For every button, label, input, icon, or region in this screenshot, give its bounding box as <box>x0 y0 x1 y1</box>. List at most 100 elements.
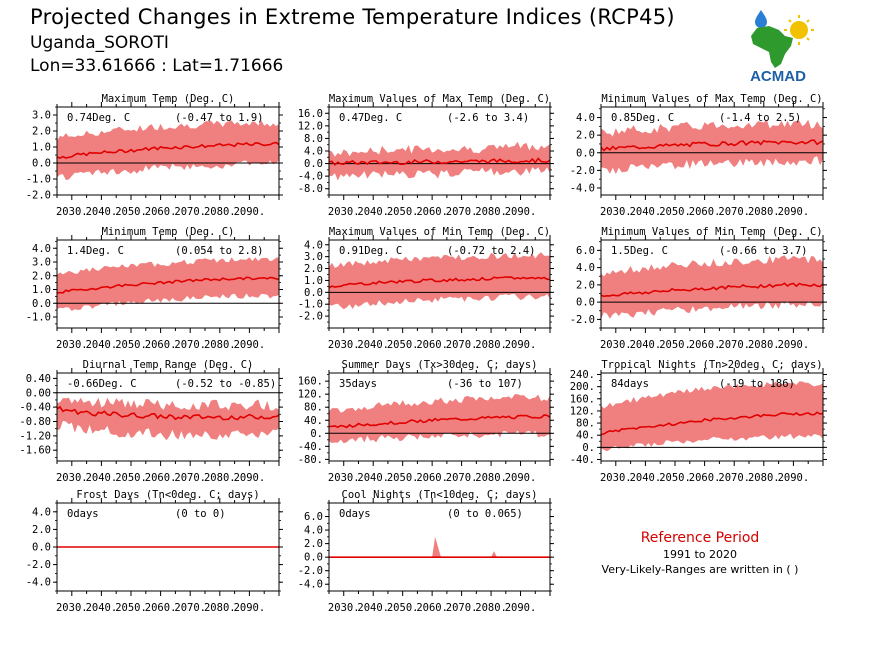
y-tick-label: -0.80 <box>19 416 51 428</box>
y-tick-label: -1.60 <box>19 445 51 457</box>
ensemble-mean-line <box>57 405 279 421</box>
y-tick-label: -4.0 <box>570 182 595 194</box>
chart-maximum-temp-deg-c: 3.0 2.0 1.0 0.0 -1.0 -2.0 2030.2040.2050.2060.… <box>26 93 283 218</box>
x-tick-label: 2050. <box>115 472 147 484</box>
africa-map-icon <box>751 26 793 68</box>
very-likely-range-band <box>601 381 823 452</box>
chart-title: Frost Days (Tn<0deg. C; days) <box>76 489 259 501</box>
chart-maximum-values-of-max-temp-deg-c: 16.012.08.04.00.0-4.0-8.0 2030.2040.2050.… <box>298 93 554 218</box>
y-tick-label: 4.0 <box>576 112 595 124</box>
chart-minimum-values-of-min-temp-deg-c: 6.0 4.0 2.0 0.0 -2.0 2030.2040.2050.2060.2070… <box>570 226 827 351</box>
very-likely-range-band <box>57 257 279 311</box>
raindrop-icon <box>755 10 767 28</box>
x-tick-label: 2070. <box>174 206 206 218</box>
x-tick-label: 2070. <box>174 472 206 484</box>
x-tick-label: 2070. <box>174 339 206 351</box>
station-coordinates: Lon=33.61666 : Lat=1.71666 <box>30 56 284 76</box>
chart-title: Maximum Values of Min Temp (Deg. C) <box>329 226 550 238</box>
y-tick-label: 12.0 <box>298 120 323 132</box>
x-tick-label: 2090. <box>234 602 266 614</box>
x-tick-label: 2060. <box>145 206 177 218</box>
y-tick-label: 2.0 <box>32 524 51 536</box>
y-tick-label: 80. <box>304 402 323 414</box>
x-tick-label: 2070. <box>718 206 750 218</box>
chart-frame <box>328 239 551 329</box>
y-tick-label: 3.0 <box>304 251 323 263</box>
x-tick-label: 2030. <box>328 602 360 614</box>
y-tick-label: -40. <box>298 441 323 453</box>
mean-change-label: 1.5Deg. C <box>611 245 668 257</box>
y-tick-label: -4.0 <box>26 577 51 589</box>
chart-minimum-temp-deg-c: 4.03.02.01.00.0-1.02030.2040.2050.2060.2… <box>26 226 283 351</box>
chart-title: Maximum Values of Max Temp (Deg. C) <box>329 93 550 105</box>
x-tick-label: 2060. <box>416 206 448 218</box>
very-likely-range-label: (0 to 0) <box>175 508 226 520</box>
chart-plot-area <box>601 255 823 320</box>
y-tick-label: 4.0 <box>32 243 51 255</box>
logo-text: ACMAD <box>750 68 806 84</box>
y-tick-label: -2.0 <box>26 559 51 571</box>
y-tick-label: 120. <box>298 389 323 401</box>
chart-plot-area <box>57 120 279 180</box>
x-tick-label: 2090. <box>778 339 810 351</box>
ensemble-mean-line <box>601 282 823 298</box>
x-tick-label: 2070. <box>718 339 750 351</box>
x-tick-label: 2090. <box>505 206 537 218</box>
y-tick-label: 80. <box>576 418 595 430</box>
chart-minimum-values-of-max-temp-deg-c: 4.0 2.0 0.0 -2.0 -4.0 2030.2040.2050.2060.207… <box>570 93 827 218</box>
x-tick-label: 2040. <box>630 206 662 218</box>
y-tick-label: 4.0 <box>304 239 323 251</box>
x-tick-label: 2090. <box>505 602 537 614</box>
reference-period-years: 1991 to 2020 <box>662 548 738 561</box>
chart-title: Summer Days (Tx>30deg. C; days) <box>342 359 538 371</box>
ensemble-mean-line <box>601 139 823 152</box>
y-tick-label: -2.0 <box>570 165 595 177</box>
y-tick-label: -4.0 <box>298 579 323 591</box>
y-tick-label: 1.0 <box>304 275 323 287</box>
ensemble-mean-line <box>329 157 550 166</box>
y-tick-label: 3.0 <box>32 257 51 269</box>
x-tick-label: 2070. <box>446 472 478 484</box>
x-tick-label: 2040. <box>357 472 389 484</box>
x-tick-label: 2040. <box>630 339 662 351</box>
chart-title: Tropical Nights (Tn>20deg. C; days) <box>601 359 822 371</box>
y-tick-label: 0.0 <box>32 298 51 310</box>
very-likely-range-label: (-0.66 to 3.7) <box>719 245 808 257</box>
x-tick-label: 2060. <box>145 339 177 351</box>
y-tick-label: 0. <box>310 428 323 440</box>
x-tick-label: 2050. <box>659 339 691 351</box>
very-likely-range-band <box>329 394 550 444</box>
y-tick-label: 16.0 <box>298 108 323 120</box>
x-tick-label: 2050. <box>115 339 147 351</box>
y-tick-label: -2.0 <box>298 565 323 577</box>
y-tick-label: -1.0 <box>298 299 323 311</box>
y-tick-label: 0.0 <box>304 158 323 170</box>
y-tick-label: 8.0 <box>304 133 323 145</box>
acmad-logo: ACMAD <box>750 10 814 84</box>
ensemble-mean-line <box>329 414 550 429</box>
x-tick-label: 2080. <box>475 206 507 218</box>
y-tick-label: 160. <box>570 393 595 405</box>
x-tick-label: 2040. <box>86 472 118 484</box>
mean-change-label: 0.74Deg. C <box>67 112 130 124</box>
y-tick-label: 4.0 <box>304 146 323 158</box>
x-tick-label: 2060. <box>689 206 721 218</box>
ensemble-mean-line <box>57 276 279 294</box>
x-tick-label: 2060. <box>689 339 721 351</box>
x-tick-label: 2030. <box>328 339 360 351</box>
y-tick-label: 2.0 <box>32 270 51 282</box>
ensemble-mean-line <box>57 141 279 159</box>
x-tick-label: 2030. <box>56 339 88 351</box>
x-tick-label: 2070. <box>446 339 478 351</box>
x-tick-label: 2050. <box>659 472 691 484</box>
y-tick-label: 0.0 <box>576 297 595 309</box>
y-tick-label: 0.00 <box>26 387 51 399</box>
page-title: Projected Changes in Extreme Temperature… <box>30 5 675 29</box>
x-tick-label: 2070. <box>174 602 206 614</box>
x-tick-label: 2040. <box>357 339 389 351</box>
x-tick-label: 2080. <box>204 339 236 351</box>
x-tick-label: 2090. <box>234 472 266 484</box>
chart-frame <box>56 372 280 462</box>
x-tick-label: 2080. <box>475 339 507 351</box>
